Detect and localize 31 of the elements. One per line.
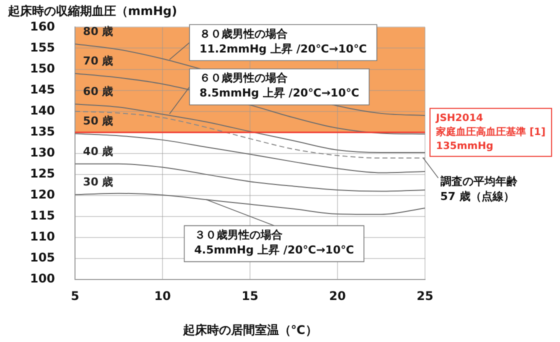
x-tick-label: 25 bbox=[416, 288, 434, 303]
series-label: 30 歳 bbox=[83, 175, 114, 188]
y-tick-label: 140 bbox=[30, 103, 56, 118]
annotation: ６０歳男性の場合 8.5mmHg 上昇 /20℃→10℃ bbox=[200, 72, 360, 100]
x-tick-label: 5 bbox=[70, 288, 80, 303]
series-label: 50 歳 bbox=[83, 114, 114, 128]
y-tick-label: 130 bbox=[30, 146, 56, 160]
x-axis-title: 起床時の居間室温（℃） bbox=[182, 323, 318, 338]
y-tick-label: 110 bbox=[30, 230, 56, 244]
y-tick-label: 105 bbox=[30, 250, 56, 265]
annotation: ３０歳男性の場合 4.5mmHg 上昇 /20℃→10℃ bbox=[194, 228, 354, 257]
ref-line-label: JSH2014 家庭血圧高血圧基準 [1] 135mmHg bbox=[435, 112, 546, 152]
annotation: 調査の平均年齢 57 歳（点線） bbox=[440, 174, 518, 203]
annotation: ８０歳男性の場合 11.2mmHg 上昇 /20℃→10℃ bbox=[200, 27, 367, 56]
series-label: 70 歳 bbox=[83, 54, 114, 68]
y-tick-label: 100 bbox=[30, 272, 56, 286]
x-tick-label: 15 bbox=[242, 288, 258, 303]
x-tick-label: 10 bbox=[154, 288, 171, 303]
series-label: 80 歳 bbox=[83, 24, 114, 38]
y-tick-label: 125 bbox=[30, 166, 56, 181]
y-tick-label: 135 bbox=[30, 124, 56, 138]
series-label: 60 歳 bbox=[83, 85, 114, 98]
y-axis-title: 起床時の収縮期血圧（mmHg) bbox=[7, 4, 178, 18]
x-tick-label: 20 bbox=[329, 288, 346, 303]
y-tick-label: 160 bbox=[30, 19, 56, 34]
y-tick-label: 115 bbox=[30, 208, 56, 223]
y-tick-label: 150 bbox=[30, 61, 56, 76]
y-tick-label: 155 bbox=[30, 40, 56, 54]
y-tick-label: 120 bbox=[30, 188, 56, 202]
series-label: 40 歳 bbox=[83, 144, 114, 158]
y-tick-label: 145 bbox=[30, 82, 56, 96]
